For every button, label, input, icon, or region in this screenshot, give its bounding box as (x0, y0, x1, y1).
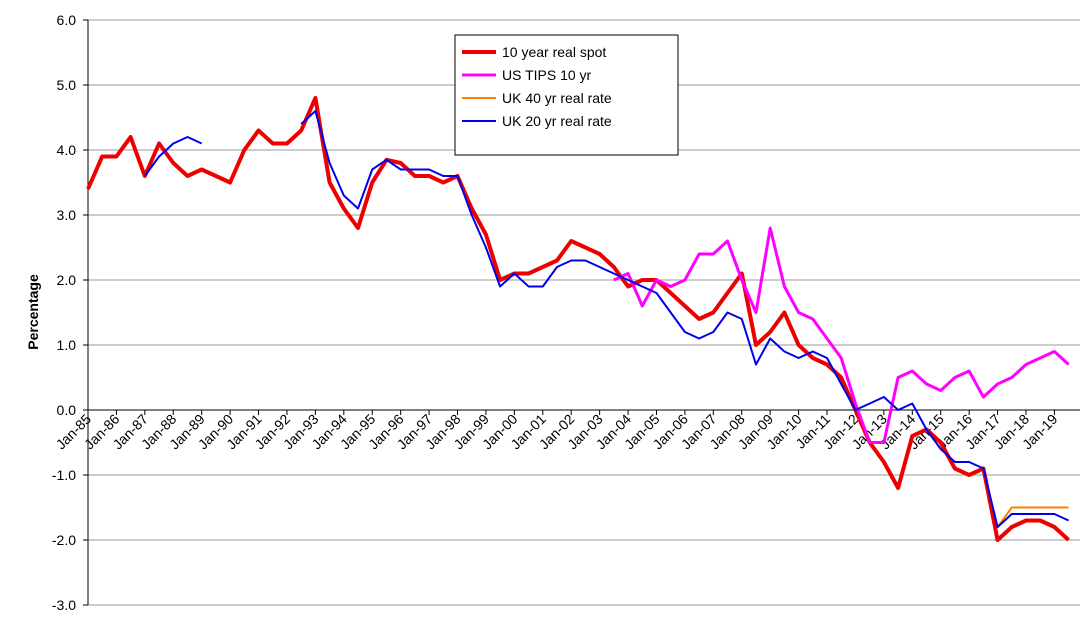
line-series (613, 226, 1070, 444)
y-tick-label: 6.0 (57, 12, 77, 28)
y-tick-label: 4.0 (57, 142, 77, 158)
legend: 10 year real spot US TIPS 10 yr UK 40 yr r… (454, 34, 679, 156)
line-series (300, 110, 1070, 528)
line-series (86, 96, 1070, 542)
legend-label: US TIPS 10 yr (502, 67, 592, 83)
legend-label: UK 40 yr real rate (502, 90, 612, 106)
legend-label: 10 year real spot (502, 44, 606, 60)
y-tick-label: 1.0 (57, 337, 77, 353)
y-tick-label: -2.0 (52, 532, 76, 548)
y-axis-label: Percentage (25, 274, 41, 350)
line-series (143, 136, 203, 177)
y-tick-label: -1.0 (52, 467, 76, 483)
legend-label: UK 20 yr real rate (502, 113, 612, 129)
y-tick-label: 2.0 (57, 272, 77, 288)
y-tick-label: -3.0 (52, 597, 76, 613)
y-tick-label: 5.0 (57, 77, 77, 93)
line-series (996, 506, 1069, 528)
y-tick-label: 3.0 (57, 207, 77, 223)
legend-box (454, 34, 679, 156)
y-tick-label: 0.0 (57, 402, 77, 418)
